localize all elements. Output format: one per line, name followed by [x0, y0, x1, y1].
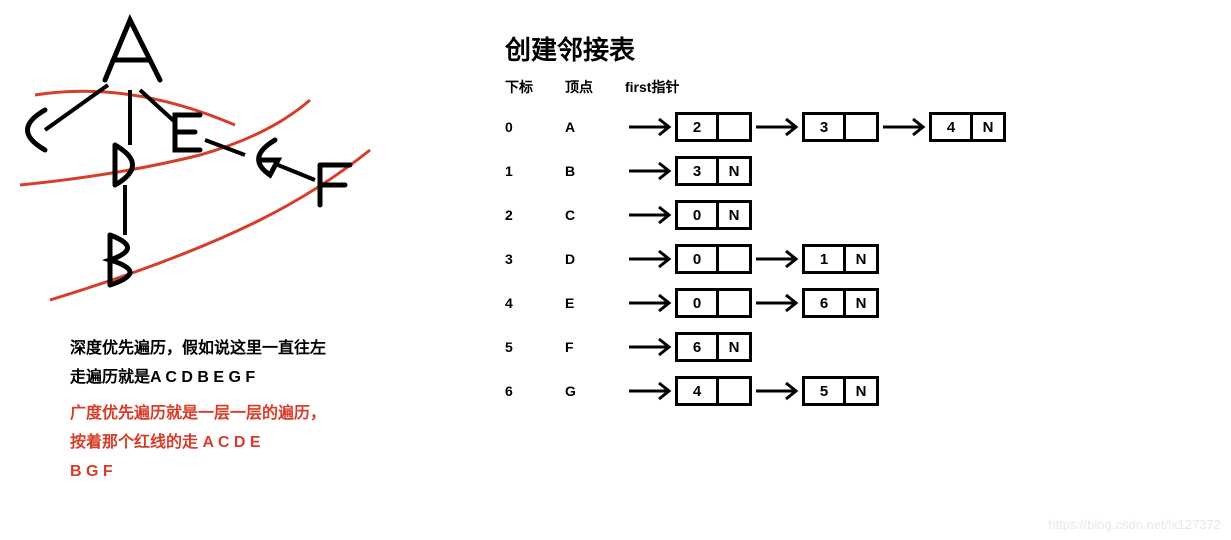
arrow-icon [752, 380, 802, 402]
bfs-description: 广度优先遍历就是一层一层的遍历， 按着那个红线的走 A C D E B G F [70, 400, 380, 486]
linked-list: 4 5N [625, 376, 879, 406]
panel-title: 创建邻接表 [505, 30, 1205, 67]
arrow-icon [625, 204, 675, 226]
list-node: 0N [675, 200, 752, 230]
node-value: 0 [678, 247, 719, 271]
node-next [719, 247, 749, 271]
node-value: 1 [805, 247, 846, 271]
node-next [719, 291, 749, 315]
node-value: 3 [678, 159, 719, 183]
node-next [719, 115, 749, 139]
node-value: 6 [805, 291, 846, 315]
cell-vertex: E [565, 295, 625, 311]
node-next: N [846, 291, 876, 315]
arrow-icon [752, 292, 802, 314]
watermark: https://blog.csdn.net/lx127372 [1048, 517, 1221, 532]
table-header: 下标 顶点 first指针 [505, 77, 1205, 97]
list-node: 3N [675, 156, 752, 186]
node-value: 4 [678, 379, 719, 403]
list-node: 6N [802, 288, 879, 318]
node-value: 4 [932, 115, 973, 139]
table-body: 0A234N1B3N2C0N3D01N4E06N5F6N6G45N [505, 105, 1205, 413]
cell-vertex: D [565, 251, 625, 267]
cell-vertex: B [565, 163, 625, 179]
cell-vertex: C [565, 207, 625, 223]
node-next: N [719, 159, 749, 183]
arrow-icon [625, 336, 675, 358]
graph-sketch [0, 0, 480, 310]
node-next: N [719, 335, 749, 359]
dfs-description: 深度优先遍历，假如说这里一直往左 走遍历就是A C D B E G F [70, 335, 380, 393]
linked-list: 6N [625, 332, 752, 362]
list-node: 2 [675, 112, 752, 142]
linked-list: 2 3 4N [625, 112, 1006, 142]
cell-index: 5 [505, 339, 565, 355]
cell-index: 4 [505, 295, 565, 311]
arrow-icon [625, 248, 675, 270]
arrow-icon [625, 380, 675, 402]
arrow-icon [625, 292, 675, 314]
table-row: 1B 3N [505, 149, 1205, 193]
node-next [719, 379, 749, 403]
node-value: 3 [805, 115, 846, 139]
list-node: 1N [802, 244, 879, 274]
cell-index: 1 [505, 163, 565, 179]
arrow-icon [625, 116, 675, 138]
cell-index: 6 [505, 383, 565, 399]
list-node: 4 [675, 376, 752, 406]
arrow-icon [625, 160, 675, 182]
table-row: 3D 0 1N [505, 237, 1205, 281]
node-next: N [719, 203, 749, 227]
list-node: 4N [929, 112, 1006, 142]
cell-vertex: F [565, 339, 625, 355]
table-row: 5F 6N [505, 325, 1205, 369]
dfs-line1: 深度优先遍历，假如说这里一直往左 [70, 335, 380, 364]
cell-vertex: A [565, 119, 625, 135]
node-value: 6 [678, 335, 719, 359]
node-value: 2 [678, 115, 719, 139]
linked-list: 0 6N [625, 288, 879, 318]
bfs-line2: 按着那个红线的走 A C D E [70, 429, 380, 458]
table-row: 0A 2 3 4N [505, 105, 1205, 149]
linked-list: 3N [625, 156, 752, 186]
node-next: N [846, 247, 876, 271]
table-row: 2C 0N [505, 193, 1205, 237]
cell-index: 0 [505, 119, 565, 135]
list-node: 0 [675, 288, 752, 318]
node-value: 5 [805, 379, 846, 403]
adjacency-list-panel: 创建邻接表 下标 顶点 first指针 0A234N1B3N2C0N3D01N4… [505, 30, 1205, 413]
bfs-line3: B G F [70, 458, 380, 487]
hdr-index: 下标 [505, 77, 565, 97]
node-value: 0 [678, 291, 719, 315]
cell-index: 2 [505, 207, 565, 223]
arrow-icon [752, 116, 802, 138]
arrow-icon [752, 248, 802, 270]
cell-index: 3 [505, 251, 565, 267]
list-node: 5N [802, 376, 879, 406]
node-next: N [846, 379, 876, 403]
arrow-icon [879, 116, 929, 138]
node-value: 0 [678, 203, 719, 227]
table-row: 4E 0 6N [505, 281, 1205, 325]
node-next [846, 115, 876, 139]
cell-vertex: G [565, 383, 625, 399]
table-row: 6G 4 5N [505, 369, 1205, 413]
bfs-line1: 广度优先遍历就是一层一层的遍历， [70, 400, 380, 429]
node-next: N [973, 115, 1003, 139]
linked-list: 0N [625, 200, 752, 230]
linked-list: 0 1N [625, 244, 879, 274]
list-node: 0 [675, 244, 752, 274]
dfs-line2: 走遍历就是A C D B E G F [70, 364, 380, 393]
hdr-first: first指针 [625, 77, 705, 97]
left-panel: 深度优先遍历，假如说这里一直往左 走遍历就是A C D B E G F 广度优先… [0, 0, 480, 540]
hdr-vertex: 顶点 [565, 77, 625, 97]
list-node: 6N [675, 332, 752, 362]
list-node: 3 [802, 112, 879, 142]
